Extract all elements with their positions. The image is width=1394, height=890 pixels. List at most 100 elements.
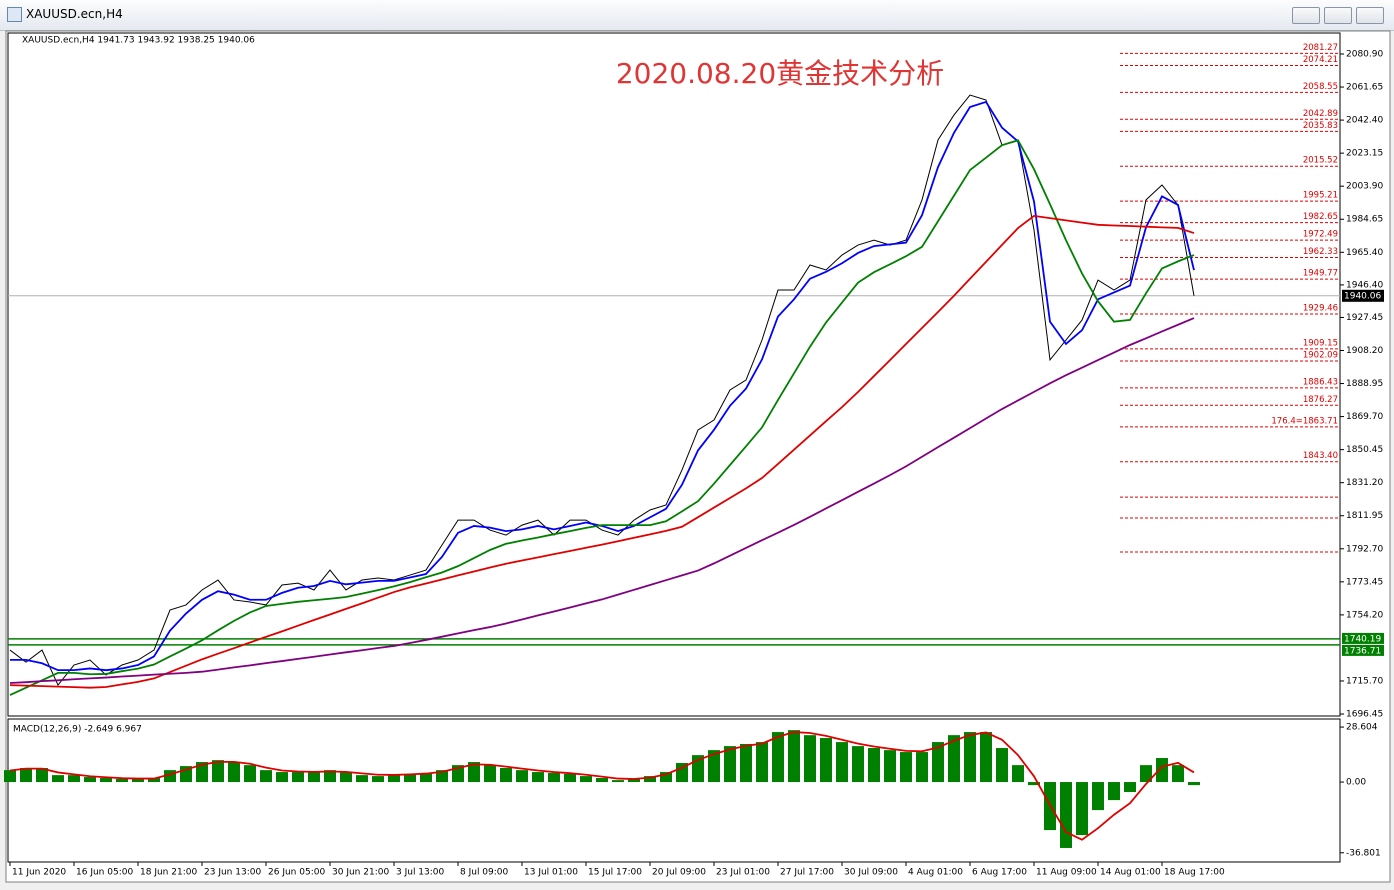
macd-bar [500, 768, 512, 783]
macd-bar [164, 770, 176, 783]
moving-average-line [9, 317, 1195, 684]
x-tick-label: 18 Aug 17:00 [1164, 868, 1225, 878]
minimize-button[interactable] [1292, 7, 1320, 24]
macd-bar [308, 772, 320, 783]
close-button[interactable] [1356, 7, 1384, 24]
macd-bar [996, 748, 1008, 783]
fib-level-label: 1972.49 [1303, 230, 1338, 240]
macd-bar [596, 778, 608, 783]
macd-bar [20, 768, 32, 783]
macd-bar [772, 732, 784, 783]
macd-bar [212, 760, 224, 783]
symbol-info: XAUUSD.ecn,H4 1941.73 1943.92 1938.25 19… [22, 36, 255, 46]
x-tick-label: 3 Jul 13:00 [396, 868, 445, 878]
macd-bar [116, 778, 128, 783]
macd-bar [1076, 782, 1088, 836]
support-price-box [1342, 644, 1384, 656]
fib-level-label: 1843.40 [1303, 451, 1338, 461]
macd-bar [292, 772, 304, 783]
macd-bar [740, 743, 752, 783]
y-tick-label: 1715.70 [1346, 676, 1383, 686]
macd-bar [1140, 765, 1152, 783]
macd-bar [244, 765, 256, 783]
macd-bar [756, 742, 768, 783]
fib-level-label: 1982.65 [1303, 212, 1338, 222]
price-line [9, 94, 1195, 687]
y-tick-label: 28.604 [1346, 723, 1378, 733]
macd-bar [356, 775, 368, 783]
x-tick-label: 13 Jul 01:00 [524, 868, 578, 878]
macd-bar [820, 738, 832, 783]
restore-button[interactable] [1324, 7, 1352, 24]
x-tick-label: 18 Jun 21:00 [140, 868, 197, 878]
macd-bar [900, 752, 912, 783]
macd-bar [228, 762, 240, 783]
y-tick-label: 1811.95 [1346, 511, 1383, 521]
macd-bar [1188, 782, 1200, 786]
macd-bar [516, 770, 528, 783]
support-price-box [1342, 632, 1384, 644]
macd-bar [340, 772, 352, 783]
y-tick-label: 1946.40 [1346, 280, 1383, 290]
x-tick-label: 20 Jul 09:00 [652, 868, 706, 878]
y-tick-label: 1831.20 [1346, 478, 1383, 488]
macd-bar [1124, 782, 1136, 793]
y-tick-label: 1869.70 [1346, 412, 1383, 422]
macd-bar [788, 730, 800, 783]
macd-bar [324, 770, 336, 783]
x-tick-label: 26 Jun 05:00 [268, 868, 325, 878]
macd-bar [1012, 765, 1024, 783]
macd-bar [1060, 782, 1072, 848]
fib-level-label: 1902.09 [1303, 350, 1338, 360]
fib-level-label: 1909.15 [1303, 338, 1338, 348]
support-price-label: 1736.71 [1344, 646, 1381, 656]
y-tick-label: 1773.45 [1346, 577, 1383, 587]
moving-average-line [9, 139, 1195, 696]
y-tick-label: 1850.45 [1346, 445, 1383, 455]
macd-bar [708, 750, 720, 783]
fib-level-label: 176.4=1863.71 [1271, 416, 1338, 426]
macd-bar [388, 775, 400, 783]
macd-bar [404, 773, 416, 783]
x-tick-label: 11 Jun 2020 [12, 868, 66, 878]
macd-bar [612, 780, 624, 783]
y-tick-label: 0.00 [1346, 778, 1366, 788]
y-tick-label: 1792.70 [1346, 544, 1383, 554]
macd-bar [580, 776, 592, 783]
x-tick-label: 11 Aug 09:00 [1036, 868, 1097, 878]
title-bar: XAUUSD.ecn,H4 [0, 0, 1394, 31]
macd-bar [980, 732, 992, 783]
y-tick-label: 2023.15 [1346, 149, 1383, 159]
main-plot-border [7, 32, 1341, 717]
x-tick-label: 23 Jun 13:00 [204, 868, 261, 878]
support-price-label: 1740.19 [1344, 634, 1381, 644]
x-tick-label: 30 Jul 09:00 [844, 868, 898, 878]
fib-level-label: 1876.27 [1303, 395, 1338, 405]
y-tick-label: 1908.20 [1346, 346, 1383, 356]
y-tick-label: 1927.45 [1346, 313, 1383, 323]
macd-bar [84, 777, 96, 783]
macd-title: MACD(12,26,9) -2.649 6.967 [13, 725, 142, 735]
macd-bar [68, 775, 80, 783]
x-tick-label: 8 Jul 09:00 [460, 868, 509, 878]
macd-bar [1156, 758, 1168, 783]
macd-bar [804, 735, 816, 783]
y-tick-label: 1888.95 [1346, 379, 1383, 389]
fib-level-label: 2074.21 [1303, 55, 1338, 65]
macd-bar [260, 770, 272, 783]
macd-bar [868, 748, 880, 783]
macd-bar [100, 778, 112, 783]
y-tick-label: 1984.65 [1346, 215, 1383, 225]
macd-bar [132, 778, 144, 783]
macd-bar [148, 778, 160, 783]
macd-bar [852, 746, 864, 783]
x-tick-label: 6 Aug 17:00 [972, 868, 1027, 878]
fib-level-label: 1886.43 [1303, 377, 1338, 387]
fib-level-label: 1949.77 [1303, 269, 1338, 279]
macd-bar [724, 746, 736, 783]
window-icon [7, 7, 22, 22]
x-tick-label: 30 Jun 21:00 [332, 868, 389, 878]
y-tick-label: 1696.45 [1346, 710, 1383, 720]
